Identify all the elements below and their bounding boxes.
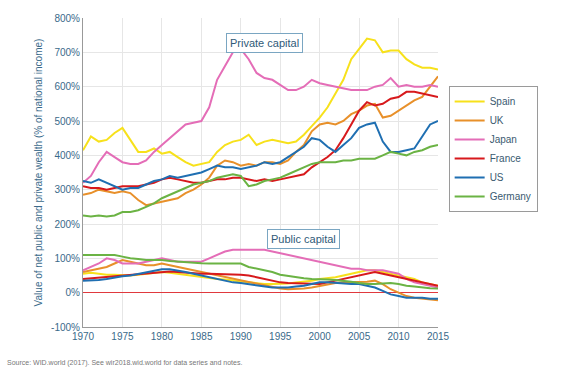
svg-text:1990: 1990 [230,331,253,342]
svg-text:0%: 0% [66,287,81,298]
svg-text:200%: 200% [54,219,80,230]
svg-text:Japan: Japan [490,134,517,145]
svg-text:Public capital: Public capital [271,233,336,245]
svg-text:300%: 300% [54,184,80,195]
svg-text:1975: 1975 [111,331,134,342]
svg-text:800%: 800% [54,13,80,24]
svg-text:Private capital: Private capital [230,37,299,49]
svg-text:2005: 2005 [348,331,371,342]
svg-text:400%: 400% [54,150,80,161]
svg-text:France: France [490,153,522,164]
svg-text:Spain: Spain [490,96,516,107]
svg-text:Germany: Germany [490,191,531,202]
svg-text:100%: 100% [54,253,80,264]
svg-text:2015: 2015 [427,331,450,342]
svg-text:2000: 2000 [309,331,332,342]
svg-text:1995: 1995 [269,331,292,342]
svg-text:Source: WID.world (2017). See: Source: WID.world (2017). See wir2018.wi… [7,359,242,367]
svg-text:UK: UK [490,115,504,126]
svg-text:US: US [490,172,504,183]
svg-text:700%: 700% [54,47,80,58]
svg-text:2010: 2010 [387,331,410,342]
svg-text:-100%: -100% [51,322,80,333]
svg-text:1985: 1985 [190,331,213,342]
svg-text:500%: 500% [54,116,80,127]
svg-text:1980: 1980 [151,331,174,342]
svg-text:600%: 600% [54,81,80,92]
svg-text:1970: 1970 [72,331,95,342]
svg-text:Value of net public and privat: Value of net public and private wealth (… [33,39,44,307]
